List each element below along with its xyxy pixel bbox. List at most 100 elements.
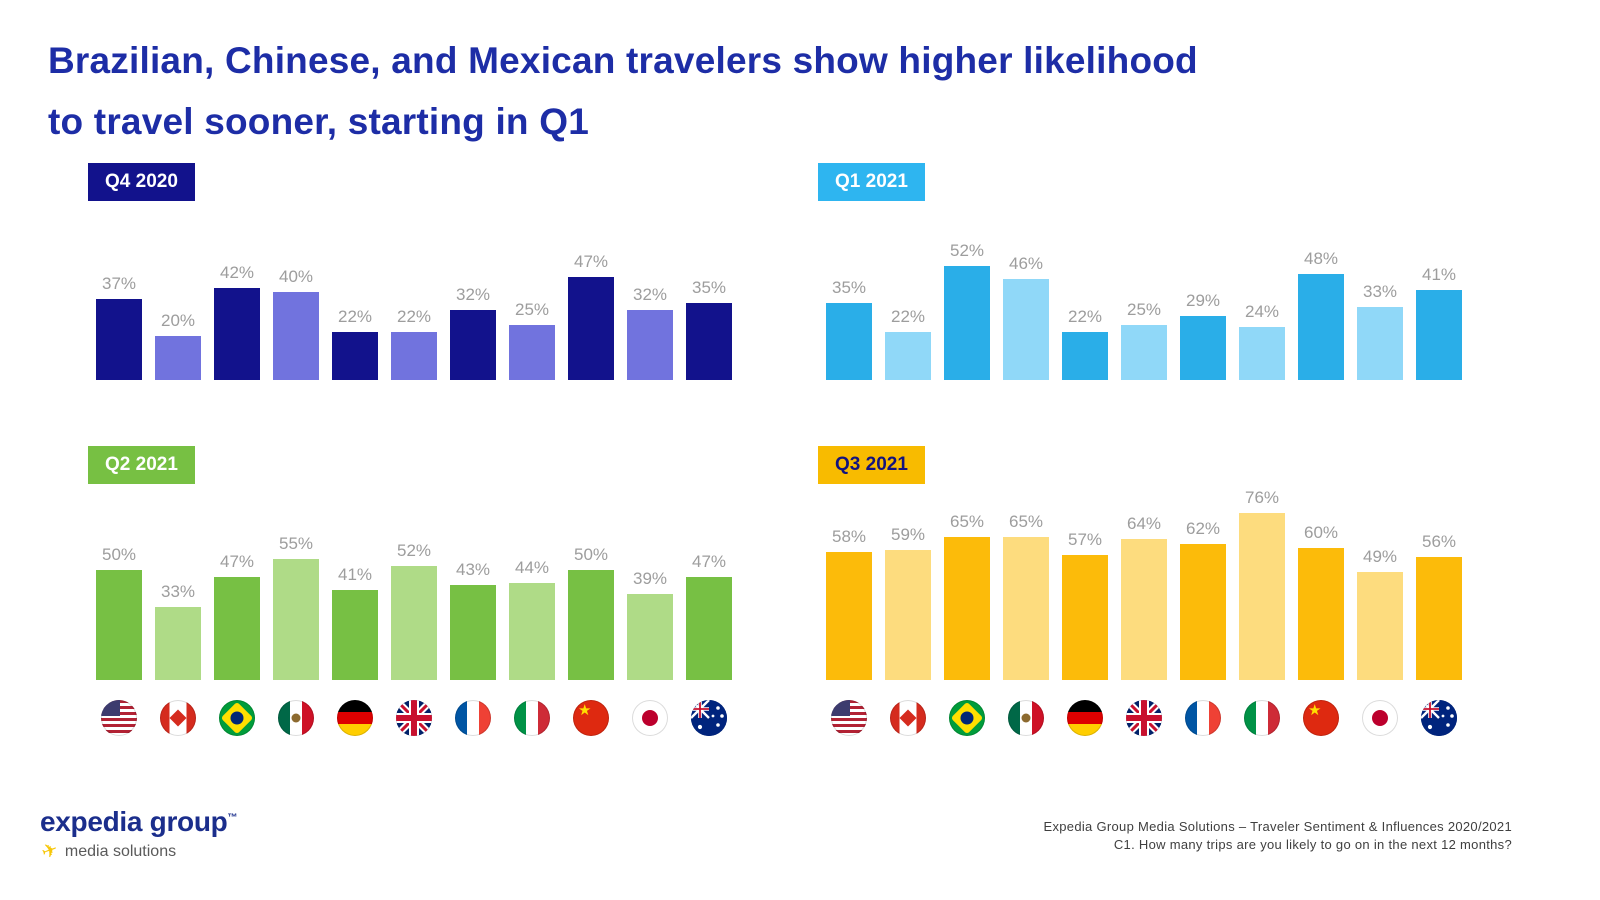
bar [1180,316,1226,380]
ca-flag-slot [885,700,931,736]
mx-flag-icon [1008,700,1044,736]
bar-value-label: 59% [890,525,926,544]
bar-group-brazil: 47% [214,552,260,680]
br-flag-slot [944,700,990,736]
bar-value-label: 76% [1244,488,1280,507]
bar-chart-q4-2020: 37% 20% 42% 40% 22% 22% 32% 25% 47% 32% 35% [96,252,732,380]
bar-value-label: 55% [278,534,314,553]
bar [1357,307,1403,380]
bar-group-japan: 49% [1357,547,1403,680]
quarter-label-q3-2021: Q3 2021 [818,446,925,484]
bar-value-label: 52% [949,241,985,260]
bar-group-mexico: 40% [273,267,319,380]
bar-group-canada: 59% [885,525,931,680]
bar-value-label: 33% [1362,282,1398,301]
bar-value-label: 44% [514,558,550,577]
de-flag-icon [337,700,373,736]
bar [1416,557,1462,680]
bar-group-france: 62% [1180,519,1226,680]
bar-group-canada: 20% [155,311,201,380]
au-flag-icon [691,700,727,736]
bar-group-china: 50% [568,545,614,680]
airplane-icon: ✈ [38,838,62,865]
bar-value-label: 56% [1421,532,1457,551]
quarter-label-q4-2020: Q4 2020 [88,163,195,201]
it-flag-slot [509,700,555,736]
it-flag-icon [514,700,550,736]
bar [155,607,201,680]
fr-flag-icon [1185,700,1221,736]
it-flag-slot [1239,700,1285,736]
bar-value-label: 22% [337,307,373,326]
bar [826,303,872,380]
bar-group-france: 29% [1180,291,1226,380]
quarter-label-q2-2021: Q2 2021 [88,446,195,484]
bar-value-label: 20% [160,311,196,330]
us-flag-icon [831,700,867,736]
bar [1298,274,1344,380]
bar-group-mexico: 65% [1003,512,1049,680]
source-attribution: Expedia Group Media Solutions – Traveler… [1043,818,1512,854]
bar-group-brazil: 52% [944,241,990,380]
bar-group-japan: 33% [1357,282,1403,380]
bar [686,577,732,680]
au-flag-slot [1416,700,1462,736]
bar-value-label: 52% [396,541,432,560]
bar-chart-q3-2021: 58% 59% 65% 65% 57% 64% 62% 76% 60% 49% 56% [826,488,1462,680]
bar-value-label: 57% [1067,530,1103,549]
bar-group-germany: 41% [332,565,378,680]
cn-flag-slot [568,700,614,736]
bar-value-label: 48% [1303,249,1339,268]
bar-value-label: 40% [278,267,314,286]
bar-group-italy: 25% [509,300,555,380]
fr-flag-slot [1180,700,1226,736]
mx-flag-slot [273,700,319,736]
expedia-group-text: expedia group [40,806,228,837]
bar-group-united-states: 37% [96,274,142,380]
bar [273,292,319,380]
bar [1062,555,1108,680]
bar-group-france: 32% [450,285,496,380]
bar [391,332,437,380]
bar [944,266,990,380]
fr-flag-icon [455,700,491,736]
ca-flag-icon [890,700,926,736]
fr-flag-slot [450,700,496,736]
us-flag-slot [96,700,142,736]
bar-value-label: 22% [396,307,432,326]
media-solutions-row: ✈ media solutions [38,838,237,865]
source-line2: C1. How many trips are you likely to go … [1113,837,1512,853]
bar-group-japan: 32% [627,285,673,380]
jp-flag-icon [1362,700,1398,736]
bar-value-label: 25% [514,300,550,319]
bar-value-label: 49% [1362,547,1398,566]
expedia-group-logo: expedia group™ ✈ media solutions [38,806,238,865]
country-flags-row-q3-2021 [826,700,1462,736]
gb-flag-slot [1121,700,1167,736]
country-flags-row-q2-2021 [96,700,732,736]
bar [332,332,378,380]
bar [627,594,673,680]
jp-flag-slot [1357,700,1403,736]
bar [96,299,142,380]
bar-value-label: 50% [573,545,609,564]
bar-group-united-kingdom: 64% [1121,514,1167,680]
bar-group-united-states: 50% [96,545,142,680]
bar-value-label: 25% [1126,300,1162,319]
bar [391,566,437,680]
bar [627,310,673,380]
bar [214,577,260,680]
gb-flag-icon [1126,700,1162,736]
bar-value-label: 32% [455,285,491,304]
bar [1416,290,1462,380]
bar-group-united-kingdom: 22% [391,307,437,380]
bar-group-mexico: 55% [273,534,319,680]
bar [944,537,990,680]
bar [686,303,732,380]
ca-flag-icon [160,700,196,736]
bar [332,590,378,680]
bar [885,550,931,680]
bar [214,288,260,380]
bar-group-canada: 33% [155,582,201,680]
bar [1003,279,1049,380]
